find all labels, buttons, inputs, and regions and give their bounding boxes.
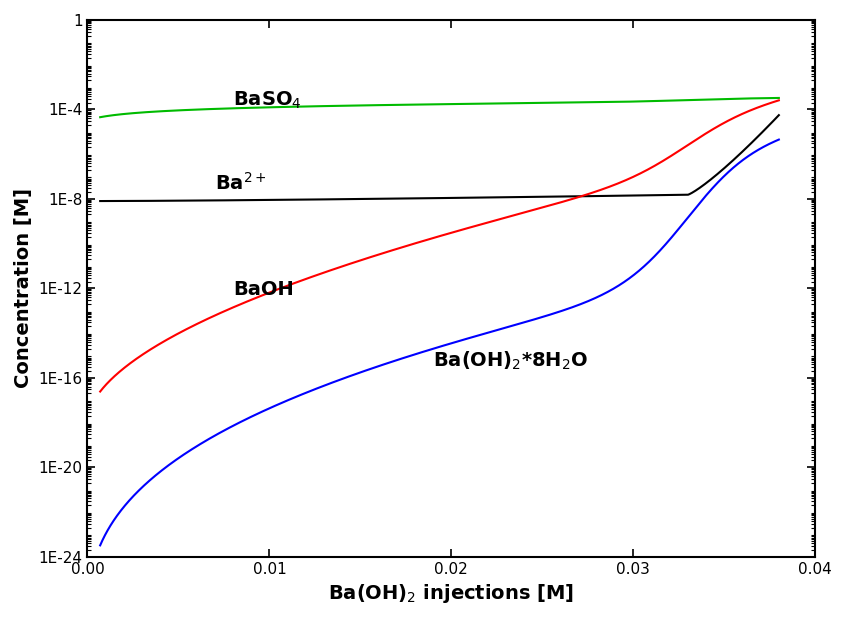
Y-axis label: Concentration [M]: Concentration [M] — [14, 188, 33, 388]
Text: BaOH: BaOH — [233, 280, 294, 299]
Text: Ba$^{2+}$: Ba$^{2+}$ — [215, 172, 266, 194]
Text: Ba(OH)$_2$*8H$_2$O: Ba(OH)$_2$*8H$_2$O — [433, 350, 589, 373]
X-axis label: Ba(OH)$_2$ injections [M]: Ba(OH)$_2$ injections [M] — [328, 582, 574, 605]
Text: BaSO$_4$: BaSO$_4$ — [233, 89, 302, 111]
